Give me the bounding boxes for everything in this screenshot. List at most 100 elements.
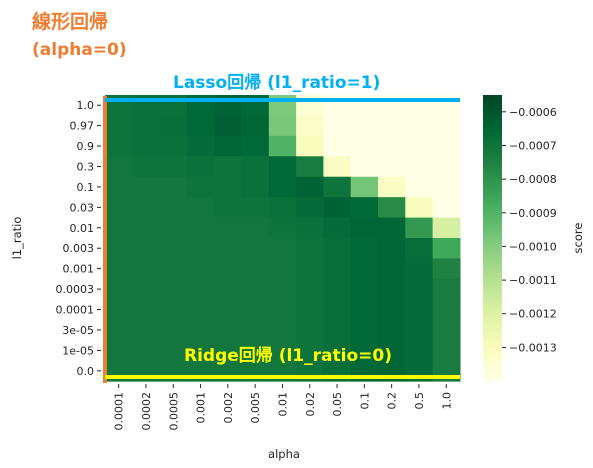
- y-tick-label: 0.01: [70, 222, 95, 235]
- heatmap-cell: [296, 156, 324, 178]
- heatmap-cell: [132, 135, 161, 157]
- heatmap-cell: [132, 340, 161, 362]
- x-tick-label: 0.005: [249, 392, 262, 424]
- heatmap-cell: [432, 217, 461, 239]
- heatmap-cell: [432, 258, 461, 280]
- heatmap-cell: [105, 197, 133, 219]
- heatmap-cell: [378, 176, 406, 198]
- heatmap-cell: [159, 197, 188, 219]
- heatmap-cell: [105, 299, 133, 321]
- heatmap-cell: [186, 135, 215, 157]
- x-tick-label: 0.0001: [113, 392, 126, 431]
- heatmap-cell: [268, 238, 297, 260]
- heatmap-cell: [405, 217, 434, 239]
- heatmap-cell: [214, 156, 243, 178]
- heatmap-cell: [159, 156, 188, 178]
- heatmap-cell: [323, 278, 352, 300]
- heatmap-cell: [241, 217, 270, 239]
- heatmap-cell: [186, 217, 215, 239]
- heatmap-cell: [241, 176, 270, 198]
- heatmap-cell: [350, 238, 379, 260]
- y-tick-label: 1e-05: [62, 344, 94, 357]
- heatmap-cell: [432, 115, 461, 137]
- heatmap-cell: [323, 197, 352, 219]
- heatmap-cell: [132, 217, 161, 239]
- heatmap-cell: [405, 238, 434, 260]
- heatmap-cell: [296, 258, 324, 280]
- y-tick-label: 0.003: [63, 242, 95, 255]
- heatmap-cell: [241, 340, 270, 362]
- heatmap-cell: [159, 176, 188, 198]
- heatmap-cell: [378, 115, 406, 137]
- heatmap-cell: [186, 319, 215, 341]
- y-axis-label: l1_ratio: [10, 217, 24, 260]
- heatmap-cell: [241, 135, 270, 157]
- colorbar-tick-label: −0.0009: [509, 207, 557, 220]
- colorbar-label: score: [571, 223, 585, 254]
- heatmap-cell: [214, 197, 243, 219]
- heatmap-cell: [378, 340, 406, 362]
- heatmap-cell: [350, 156, 379, 178]
- heatmap-cell: [350, 299, 379, 321]
- heatmap-cell: [132, 278, 161, 300]
- heatmap-cell: [159, 278, 188, 300]
- x-tick-label: 0.05: [331, 392, 344, 417]
- heatmap-cell: [378, 319, 406, 341]
- heatmap-cell: [323, 258, 352, 280]
- heatmap-cell: [241, 319, 270, 341]
- heatmap-cell: [159, 217, 188, 239]
- heatmap-cell: [405, 176, 434, 198]
- heatmap-cell: [323, 176, 352, 198]
- heatmap-cell: [405, 340, 434, 362]
- heatmap-cell: [159, 238, 188, 260]
- heatmap-cell: [132, 238, 161, 260]
- heatmap-cell: [350, 197, 379, 219]
- heatmap-cell: [405, 258, 434, 280]
- heatmap-cell: [432, 156, 461, 178]
- heatmap-cell: [132, 115, 161, 137]
- heatmap-cell: [432, 238, 461, 260]
- colorbar-tick-label: −0.0013: [509, 341, 557, 354]
- colorbar-tick-label: −0.0007: [509, 140, 557, 153]
- heatmap-cell: [105, 340, 133, 362]
- heatmap-cell: [186, 115, 215, 137]
- heatmap-cell: [214, 135, 243, 157]
- x-tick-labels: 0.0001 0.0002 0.0005 0.001 0.002 0.005 0.01 0.0…: [113, 384, 453, 431]
- heatmap-cell: [378, 238, 406, 260]
- heatmap-cell: [268, 135, 297, 157]
- y-tick-label: 0.3: [77, 161, 95, 174]
- heatmap-cell: [132, 176, 161, 198]
- heatmap-cell: [159, 299, 188, 321]
- heatmap-cell: [378, 258, 406, 280]
- heatmap-cell: [214, 217, 243, 239]
- x-tick-label: 0.02: [304, 392, 317, 417]
- heatmap-cell: [214, 319, 243, 341]
- heatmap-cell: [268, 217, 297, 239]
- heatmap-cell: [132, 197, 161, 219]
- heatmap-cell: [432, 278, 461, 300]
- heatmap-cell: [186, 299, 215, 321]
- heatmap-cell: [268, 319, 297, 341]
- linear-regression-sublabel: (alpha=0): [32, 40, 127, 60]
- heatmap-cell: [241, 278, 270, 300]
- heatmap-cell: [378, 135, 406, 157]
- heatmap-cell: [432, 340, 461, 362]
- heatmap-cell: [214, 258, 243, 280]
- heatmap-cell: [350, 115, 379, 137]
- colorbar-tick-label: −0.0010: [509, 240, 557, 253]
- heatmap-cell: [268, 115, 297, 137]
- colorbar-tick-label: −0.0008: [509, 173, 557, 186]
- heatmap-cell: [186, 156, 215, 178]
- heatmap-cell: [296, 278, 324, 300]
- heatmap-cell: [296, 197, 324, 219]
- colorbar-tick-label: −0.0006: [509, 106, 557, 119]
- heatmap-cell: [241, 238, 270, 260]
- y-tick-label: 0.001: [63, 263, 95, 276]
- heatmap-cell: [432, 135, 461, 157]
- x-tick-label: 0.0005: [167, 392, 180, 431]
- heatmap-cell: [132, 156, 161, 178]
- heatmap-cell: [105, 176, 133, 198]
- colorbar-tick-label: −0.0012: [509, 308, 557, 321]
- heatmap-cell: [132, 258, 161, 280]
- heatmap-cell: [296, 238, 324, 260]
